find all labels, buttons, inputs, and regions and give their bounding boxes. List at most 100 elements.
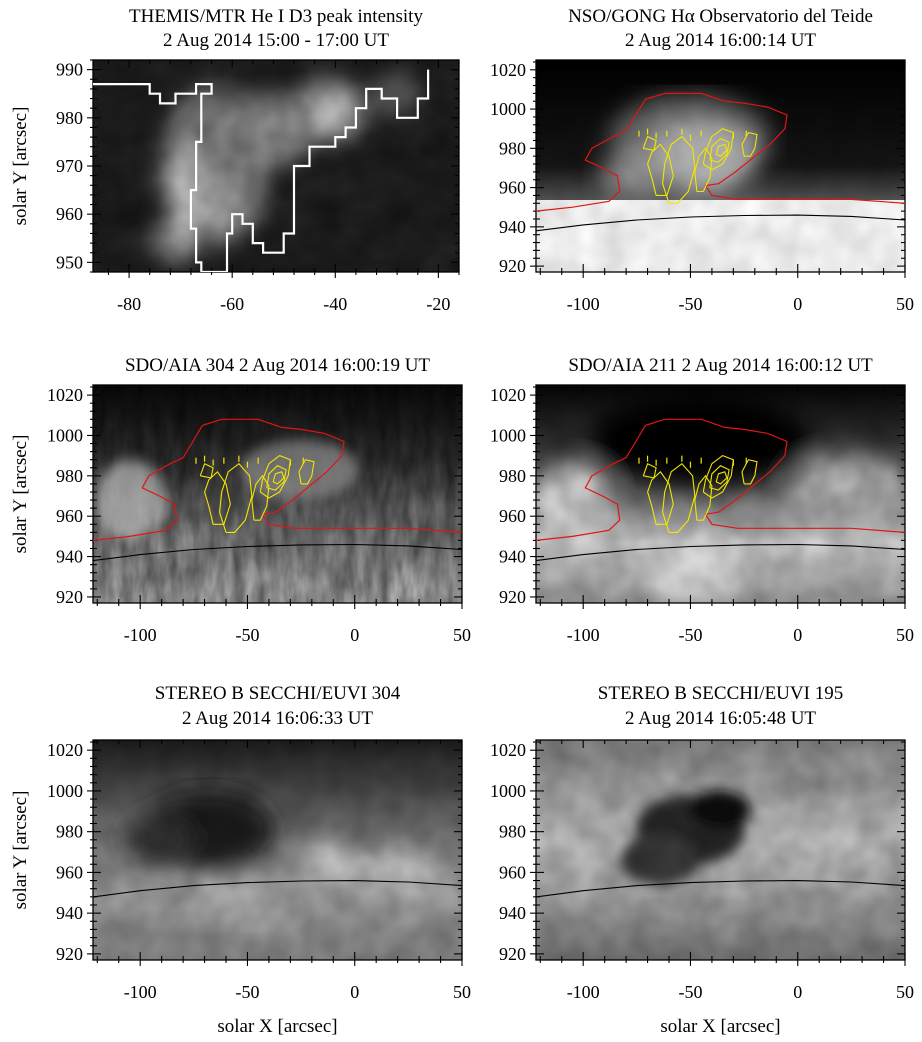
x-tick-label: 0 (350, 625, 359, 645)
yellow-contour (715, 471, 728, 485)
x-tick-label: -20 (426, 294, 450, 314)
panel-subtitle: 2 Aug 2014 16:05:48 UT (625, 708, 816, 729)
x-tick-label: 0 (793, 982, 802, 1002)
y-tick-label: 920 (499, 944, 526, 964)
panel-aia-211-axes: SDO/AIA 211 2 Aug 2014 16:00:12 UT -100 -5… (490, 355, 914, 645)
x-tick-label: 50 (896, 294, 914, 314)
yellow-contour (642, 462, 657, 479)
yellow-contour (298, 459, 315, 485)
yellow-contour (741, 459, 758, 485)
y-axis-label: solar Y [arcsec] (10, 435, 31, 554)
y-tick-label: 990 (56, 60, 83, 80)
yellow-contour (272, 471, 285, 485)
yellow-contour (219, 462, 253, 533)
y-tick-label: 980 (499, 138, 526, 158)
panel-title: SDO/AIA 304 2 Aug 2014 16:00:19 UT (125, 355, 430, 376)
x-tick-label: 50 (896, 625, 914, 645)
yellow-contour (702, 128, 735, 171)
y-tick-label: 960 (56, 862, 83, 882)
y-tick-label: 980 (499, 466, 526, 486)
x-tick-label: -100 (124, 982, 157, 1002)
y-tick-label: 980 (56, 466, 83, 486)
solar-limb (93, 543, 462, 562)
y-tick-label: 960 (499, 862, 526, 882)
yellow-contour (662, 135, 696, 204)
solar-limb (93, 880, 462, 898)
panel-stereo-304-axes: STEREO B SECCHI/EUVI 304 2 Aug 2014 16:06… (10, 683, 471, 1037)
red-contour (536, 418, 905, 541)
y-tick-label: 960 (56, 506, 83, 526)
y-tick-label: 940 (499, 903, 526, 923)
y-axis-label: solar Y [arcsec] (10, 107, 31, 226)
x-tick-label: -50 (678, 294, 702, 314)
solar-limb (536, 543, 905, 562)
y-tick-label: 940 (499, 547, 526, 567)
y-tick-label: 920 (56, 587, 83, 607)
y-tick-label: 1000 (47, 425, 83, 445)
panel-subtitle: 2 Aug 2014 16:00:14 UT (625, 30, 816, 51)
x-tick-label: -100 (567, 625, 600, 645)
y-tick-label: 940 (56, 547, 83, 567)
x-tick-label: -50 (678, 982, 702, 1002)
y-axis-label: solar Y [arcsec] (10, 791, 31, 910)
yellow-contour (251, 474, 270, 521)
y-tick-label: 920 (56, 944, 83, 964)
x-tick-label: -60 (220, 294, 244, 314)
x-tick-label: 0 (793, 294, 802, 314)
panel-stereo195-image (536, 740, 905, 960)
x-tick-label: 50 (453, 982, 471, 1002)
panel-aia-304 (92, 384, 463, 604)
yellow-contour (694, 147, 713, 193)
panel-overlays (536, 418, 905, 562)
panel-stereo-304 (92, 739, 463, 961)
panel-overlays (93, 880, 462, 898)
panel-overlays (536, 880, 905, 898)
y-tick-label: 940 (499, 217, 526, 237)
yellow-contour (647, 470, 674, 525)
y-tick-label: 1000 (490, 425, 526, 445)
panel-stereo-195-axes: STEREO B SECCHI/EUVI 195 2 Aug 2014 16:05… (490, 683, 914, 1037)
yellow-contour (709, 137, 730, 163)
y-tick-label: 1020 (490, 60, 526, 80)
yellow-contour (741, 131, 758, 157)
y-tick-label: 980 (56, 108, 83, 128)
y-tick-label: 1000 (490, 781, 526, 801)
x-tick-label: 50 (896, 982, 914, 1002)
x-tick-label: -100 (567, 982, 600, 1002)
yellow-contour (694, 474, 713, 521)
panel-overlays (536, 92, 905, 232)
x-tick-label: -100 (124, 625, 157, 645)
panel-gong-image (536, 60, 905, 272)
x-tick-label: -80 (117, 294, 141, 314)
y-tick-label: 1000 (490, 99, 526, 119)
solar-limb (536, 880, 905, 898)
panel-title: SDO/AIA 211 2 Aug 2014 16:00:12 UT (568, 355, 873, 376)
y-tick-label: 1020 (47, 385, 83, 405)
x-axis-label: solar X [arcsec] (660, 1016, 780, 1037)
yellow-contour (199, 462, 214, 479)
y-tick-label: 960 (56, 204, 83, 224)
y-tick-label: 1020 (490, 740, 526, 760)
panel-stereo-195 (535, 739, 906, 961)
panel-title: THEMIS/MTR He I D3 peak intensity (129, 6, 423, 27)
he-d3-contour (93, 69, 430, 272)
solar-limb (536, 214, 905, 232)
x-tick-label: -50 (235, 625, 259, 645)
yellow-contour (662, 462, 696, 533)
y-tick-label: 1020 (490, 385, 526, 405)
x-tick-label: 0 (350, 982, 359, 1002)
red-contour (93, 418, 462, 541)
y-tick-label: 980 (56, 822, 83, 842)
panel-gong-halpha (535, 59, 906, 273)
yellow-contour (266, 465, 287, 491)
y-tick-label: 1000 (47, 781, 83, 801)
x-tick-label: -50 (678, 625, 702, 645)
panel-themis-image (93, 60, 459, 272)
y-tick-label: 960 (499, 178, 526, 198)
panel-stereo304-image (93, 740, 462, 960)
y-tick-label: 920 (499, 587, 526, 607)
panel-aia211-image (536, 385, 905, 603)
red-contour (536, 92, 905, 212)
x-axis-label: solar X [arcsec] (217, 1016, 337, 1037)
